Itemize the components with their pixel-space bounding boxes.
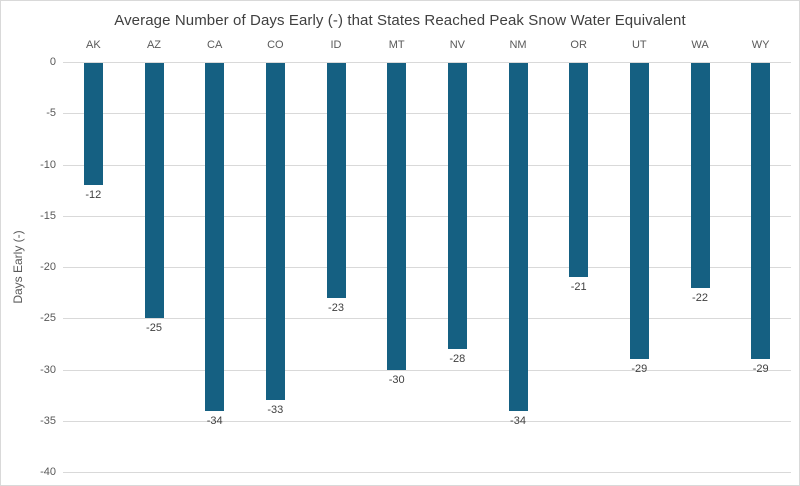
data-label-ca: -34 — [206, 414, 223, 427]
gridline — [63, 215, 791, 217]
gridline — [63, 420, 791, 422]
gridline — [63, 369, 791, 371]
gridline — [63, 62, 791, 63]
bar-ut — [629, 63, 649, 360]
category-label-mt: MT — [388, 39, 405, 51]
bar-wy — [751, 63, 771, 360]
gridline — [63, 267, 791, 268]
gridline — [63, 164, 791, 166]
bar-az — [144, 63, 164, 319]
bar-co — [265, 63, 285, 401]
category-label-ut: UT — [631, 39, 647, 51]
data-label-or: -21 — [570, 281, 587, 294]
data-label-nm: -34 — [510, 414, 526, 427]
data-label-wy: -29 — [752, 363, 769, 376]
bar-mt — [387, 63, 407, 370]
data-label-wa: -22 — [692, 291, 708, 304]
data-label-id: -23 — [328, 301, 344, 314]
category-label-wa: WA — [691, 39, 709, 51]
data-label-ut: -29 — [631, 363, 648, 376]
category-label-or: OR — [570, 39, 587, 51]
category-label-az: AZ — [146, 39, 162, 51]
category-label-ak: AK — [85, 39, 101, 51]
gridline — [63, 113, 791, 115]
bar-nv — [447, 63, 467, 349]
gridline — [63, 472, 791, 473]
y-tick-label: -5 — [46, 107, 56, 120]
data-label-az: -25 — [146, 322, 162, 335]
category-label-nm: NM — [509, 39, 527, 51]
y-tick-label: -20 — [40, 261, 56, 273]
bar-wa — [690, 63, 710, 288]
y-tick-label: -40 — [40, 466, 56, 478]
category-label-ca: CA — [207, 39, 223, 51]
bar-ca — [205, 63, 225, 411]
y-tick-label: -10 — [40, 158, 56, 171]
data-label-co: -33 — [267, 404, 284, 417]
bar-id — [326, 63, 346, 298]
category-label-wy: WY — [751, 39, 770, 51]
bar-nm — [508, 63, 528, 411]
y-tick-label: -30 — [40, 363, 56, 376]
bar-ak — [83, 63, 103, 185]
chart-title: Average Number of Days Early (-) that St… — [114, 12, 686, 29]
bar-or — [569, 63, 589, 278]
y-tick-label: -15 — [40, 209, 56, 222]
data-label-mt: -30 — [388, 373, 405, 386]
y-tick-label: 0 — [49, 56, 56, 68]
y-tick-label: -25 — [40, 312, 56, 325]
gridline — [63, 318, 791, 320]
data-label-nv: -28 — [449, 353, 466, 365]
y-tick-label: -35 — [40, 414, 56, 427]
category-label-nv: NV — [449, 39, 465, 51]
category-label-co: CO — [267, 39, 284, 51]
category-label-id: ID — [330, 39, 342, 51]
data-label-ak: -12 — [85, 189, 102, 201]
